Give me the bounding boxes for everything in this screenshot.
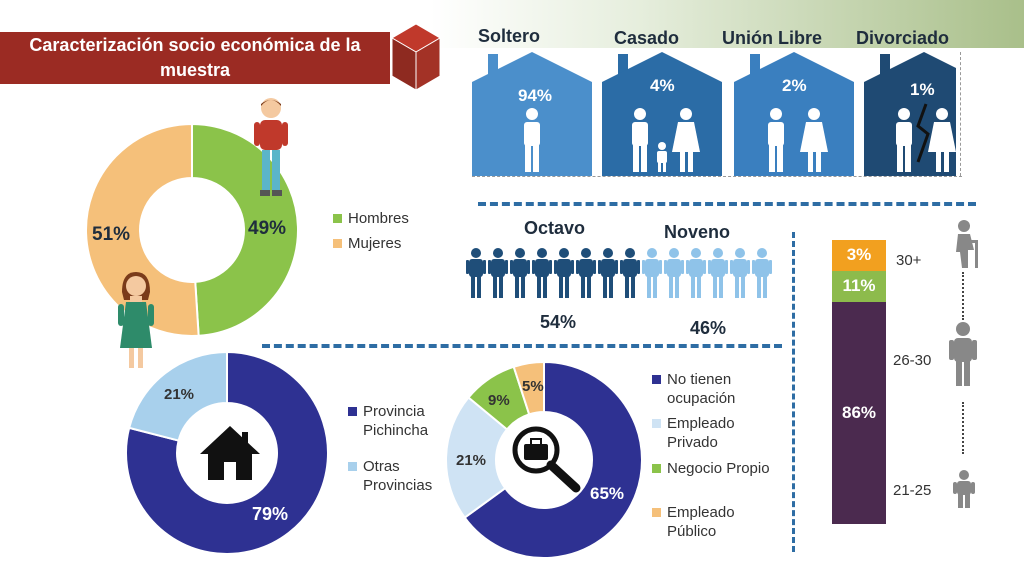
legend-empleado-privado: Empleado Privado bbox=[652, 414, 757, 452]
legend-swatch bbox=[333, 239, 342, 248]
person-icon-9 bbox=[664, 248, 684, 298]
legend-pichincha: Provincia Pichincha bbox=[348, 402, 463, 440]
marital-label-3: Divorciado bbox=[856, 28, 950, 48]
page-title: Caracterización socio económica de la mu… bbox=[0, 32, 390, 84]
woman-icon bbox=[118, 272, 154, 368]
legend-swatch bbox=[348, 407, 357, 416]
divider-top bbox=[478, 202, 976, 206]
marital-label-2: Unión Libre bbox=[722, 28, 822, 48]
marital-label-1: Casado bbox=[614, 28, 680, 48]
level-label-0: Octavo bbox=[524, 218, 586, 238]
person-icon-2 bbox=[510, 248, 530, 298]
age-segment-1: 11% bbox=[832, 270, 886, 302]
legend-no-ocupacion: No tienen ocupación bbox=[652, 370, 757, 408]
marital-value-1: 4% bbox=[650, 76, 675, 95]
marital-value-2: 2% bbox=[782, 76, 807, 95]
legend-swatch bbox=[348, 462, 357, 471]
province-donut-chart bbox=[126, 352, 328, 554]
province-slice-0 bbox=[126, 352, 328, 554]
gender-label-1: 51% bbox=[92, 224, 131, 245]
person-icon-12 bbox=[730, 248, 750, 298]
young-person-icon bbox=[953, 470, 975, 508]
age-label-1: 26-30 bbox=[893, 352, 932, 369]
age-value-1: 11% bbox=[842, 276, 876, 296]
marital-right-guide bbox=[960, 52, 961, 176]
marital-value-0: 94% bbox=[518, 86, 553, 105]
person-icon-11 bbox=[708, 248, 728, 298]
gender-label-0: 49% bbox=[248, 218, 287, 239]
legend-swatch bbox=[652, 464, 661, 473]
person-icon-7 bbox=[620, 248, 640, 298]
legend-negocio-propio: Negocio Propio bbox=[652, 459, 770, 478]
house-soltero bbox=[472, 52, 592, 176]
occupation-slice-0 bbox=[463, 362, 642, 558]
occupation-label-3: 5% bbox=[522, 378, 544, 395]
person-icon-1 bbox=[488, 248, 508, 298]
person-icon-5 bbox=[576, 248, 596, 298]
person-icon-13 bbox=[752, 248, 772, 298]
marital-bottom-guide bbox=[472, 176, 962, 177]
age-connector-1 bbox=[962, 272, 964, 320]
person-icon-10 bbox=[686, 248, 706, 298]
legend-swatch bbox=[652, 375, 661, 384]
legend-empleado-publico: Empleado Público bbox=[652, 503, 757, 541]
occupation-slice-3 bbox=[512, 362, 545, 416]
age-connector-2 bbox=[962, 402, 964, 454]
person-icon-0 bbox=[466, 248, 486, 298]
cube-icon bbox=[391, 23, 441, 91]
person-icon-6 bbox=[598, 248, 618, 298]
age-value-2: 86% bbox=[841, 402, 877, 422]
occupation-label-1: 21% bbox=[456, 452, 487, 469]
divider-vertical bbox=[792, 232, 795, 552]
occupation-label-0: 65% bbox=[590, 484, 625, 503]
home-icon bbox=[200, 426, 260, 480]
age-label-0: 30+ bbox=[896, 252, 922, 269]
marital-houses bbox=[472, 52, 956, 176]
marital-label-0: Soltero bbox=[478, 26, 541, 46]
occupation-label-2: 9% bbox=[488, 392, 510, 409]
gender-donut-chart bbox=[86, 124, 298, 336]
province-label-1: 21% bbox=[164, 386, 195, 403]
person-icon-3 bbox=[532, 248, 552, 298]
person-icon-8 bbox=[642, 248, 662, 298]
legend-otras: Otras Provincias bbox=[348, 457, 463, 495]
legend-swatch bbox=[652, 508, 661, 517]
province-label-0: 79% bbox=[252, 504, 289, 524]
person-icon-4 bbox=[554, 248, 574, 298]
top-gradient-bar bbox=[430, 0, 1024, 48]
province-slice-1 bbox=[127, 352, 228, 442]
marital-value-3: 1% bbox=[910, 80, 935, 99]
level-people-chart bbox=[466, 248, 772, 298]
job-search-icon bbox=[512, 426, 581, 493]
legend-swatch bbox=[652, 419, 661, 428]
adult-person-icon bbox=[949, 322, 977, 386]
legend-mujeres: Mujeres bbox=[333, 234, 401, 253]
house-casado bbox=[602, 52, 722, 176]
level-label-1: Noveno bbox=[664, 222, 731, 242]
age-segment-2: 86% bbox=[832, 301, 886, 524]
gender-slice-1 bbox=[86, 124, 200, 336]
divider-middle bbox=[262, 344, 782, 348]
legend-swatch bbox=[333, 214, 342, 223]
level-value-0: 54% bbox=[540, 312, 577, 332]
man-icon bbox=[254, 98, 288, 196]
age-label-2: 21-25 bbox=[893, 482, 932, 499]
house-divorciado bbox=[864, 52, 956, 176]
level-value-1: 46% bbox=[690, 318, 727, 338]
legend-hombres: Hombres bbox=[333, 209, 409, 228]
occupation-slice-1 bbox=[446, 396, 509, 520]
age-segment-0: 3% bbox=[832, 240, 886, 271]
occupation-donut-chart bbox=[446, 362, 642, 558]
elderly-person-icon bbox=[956, 220, 978, 268]
age-value-0: 3% bbox=[846, 245, 872, 265]
house-union-libre bbox=[734, 52, 854, 176]
